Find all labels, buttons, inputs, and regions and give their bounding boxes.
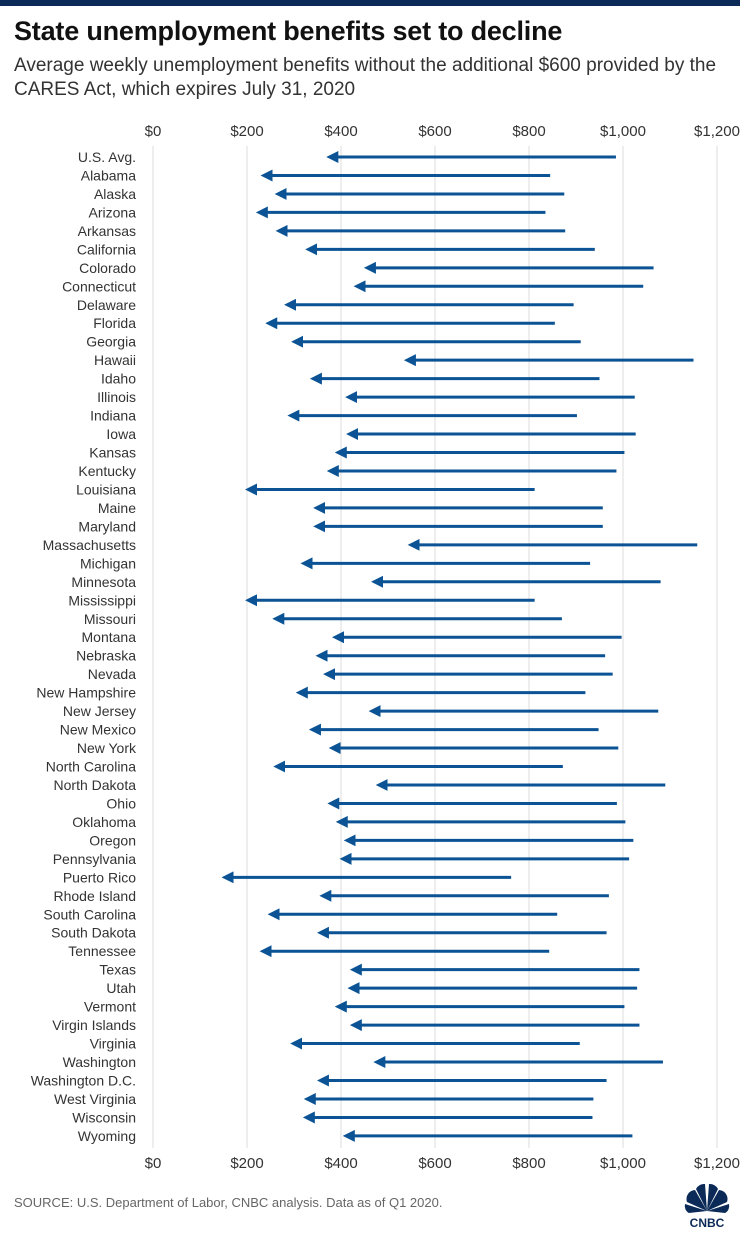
category-label: West Virginia xyxy=(54,1091,136,1107)
category-label: Oregon xyxy=(89,832,136,848)
category-label: North Carolina xyxy=(46,759,136,775)
category-label: Ohio xyxy=(106,795,136,811)
x-tick-label-bottom: $800 xyxy=(512,1155,545,1172)
category-label: Arizona xyxy=(89,204,137,220)
x-tick-label-bottom: $1,200 xyxy=(694,1155,740,1172)
category-label: New York xyxy=(77,740,137,756)
category-label: Florida xyxy=(93,315,136,331)
category-label: Georgia xyxy=(86,334,136,350)
x-tick-label-top: $800 xyxy=(512,123,545,140)
x-tick-label-top: $1,200 xyxy=(694,123,740,140)
category-label: Iowa xyxy=(106,426,136,442)
category-label: Missouri xyxy=(84,611,136,627)
category-label: Maryland xyxy=(78,518,136,534)
category-label: Idaho xyxy=(101,371,136,387)
category-label: Massachusetts xyxy=(43,537,136,553)
category-label: Tennessee xyxy=(68,943,136,959)
category-label: Vermont xyxy=(84,999,136,1015)
category-label: Washington D.C. xyxy=(31,1073,136,1089)
chart-title: State unemployment benefits set to decli… xyxy=(14,16,563,46)
category-label: Virgin Islands xyxy=(52,1017,136,1033)
category-label: Alaska xyxy=(94,186,136,202)
x-tick-label-top: $400 xyxy=(324,123,357,140)
category-label: Wyoming xyxy=(78,1128,136,1144)
x-tick-label-top: $0 xyxy=(145,123,162,140)
category-label: South Dakota xyxy=(51,925,136,941)
source-note: SOURCE: U.S. Department of Labor, CNBC a… xyxy=(14,1195,443,1210)
category-label: U.S. Avg. xyxy=(78,149,136,165)
category-label: Michigan xyxy=(80,555,136,571)
category-label: New Jersey xyxy=(63,703,136,719)
category-label: Hawaii xyxy=(94,352,136,368)
category-label: Wisconsin xyxy=(72,1109,136,1125)
top-accent-bar xyxy=(0,0,740,6)
x-tick-label-top: $1,000 xyxy=(600,123,646,140)
category-label: Connecticut xyxy=(62,278,136,294)
category-label: Nebraska xyxy=(76,648,136,664)
x-tick-label-bottom: $0 xyxy=(145,1155,162,1172)
x-tick-label-top: $200 xyxy=(230,123,263,140)
category-label: Rhode Island xyxy=(53,888,136,904)
chart-subtitle: Average weekly unemployment benefits wit… xyxy=(14,55,717,100)
category-label: Maine xyxy=(98,500,136,516)
category-label: Indiana xyxy=(90,408,136,424)
category-label: Louisiana xyxy=(76,481,136,497)
category-label: Kentucky xyxy=(78,463,136,479)
category-label: Montana xyxy=(82,629,137,645)
category-label: Mississippi xyxy=(68,592,136,608)
category-label: Kansas xyxy=(89,445,136,461)
x-tick-label-bottom: $200 xyxy=(230,1155,263,1172)
category-label: Utah xyxy=(106,980,136,996)
category-label: South Carolina xyxy=(43,906,136,922)
category-label: Texas xyxy=(99,962,136,978)
category-label: Virginia xyxy=(90,1036,137,1052)
x-tick-label-bottom: $1,000 xyxy=(600,1155,646,1172)
x-tick-label-bottom: $600 xyxy=(418,1155,451,1172)
x-tick-label-top: $600 xyxy=(418,123,451,140)
cnbc-peacock-logo: CNBC xyxy=(684,1183,730,1230)
category-label: Delaware xyxy=(77,297,136,313)
category-label: Nevada xyxy=(88,666,136,682)
category-label: Pennsylvania xyxy=(53,851,136,867)
category-label: Illinois xyxy=(97,389,136,405)
category-label: New Mexico xyxy=(60,722,136,738)
category-label: Puerto Rico xyxy=(63,869,136,885)
category-label: Alabama xyxy=(81,167,136,183)
x-tick-label-bottom: $400 xyxy=(324,1155,357,1172)
category-label: Washington xyxy=(63,1054,136,1070)
category-label: Arkansas xyxy=(78,223,136,239)
category-label: Colorado xyxy=(79,260,136,276)
category-label: North Dakota xyxy=(54,777,137,793)
category-label: New Hampshire xyxy=(36,685,136,701)
category-label: Minnesota xyxy=(71,574,136,590)
category-label: Oklahoma xyxy=(72,814,136,830)
logo-text: CNBC xyxy=(690,1216,725,1230)
category-label: California xyxy=(77,241,136,257)
